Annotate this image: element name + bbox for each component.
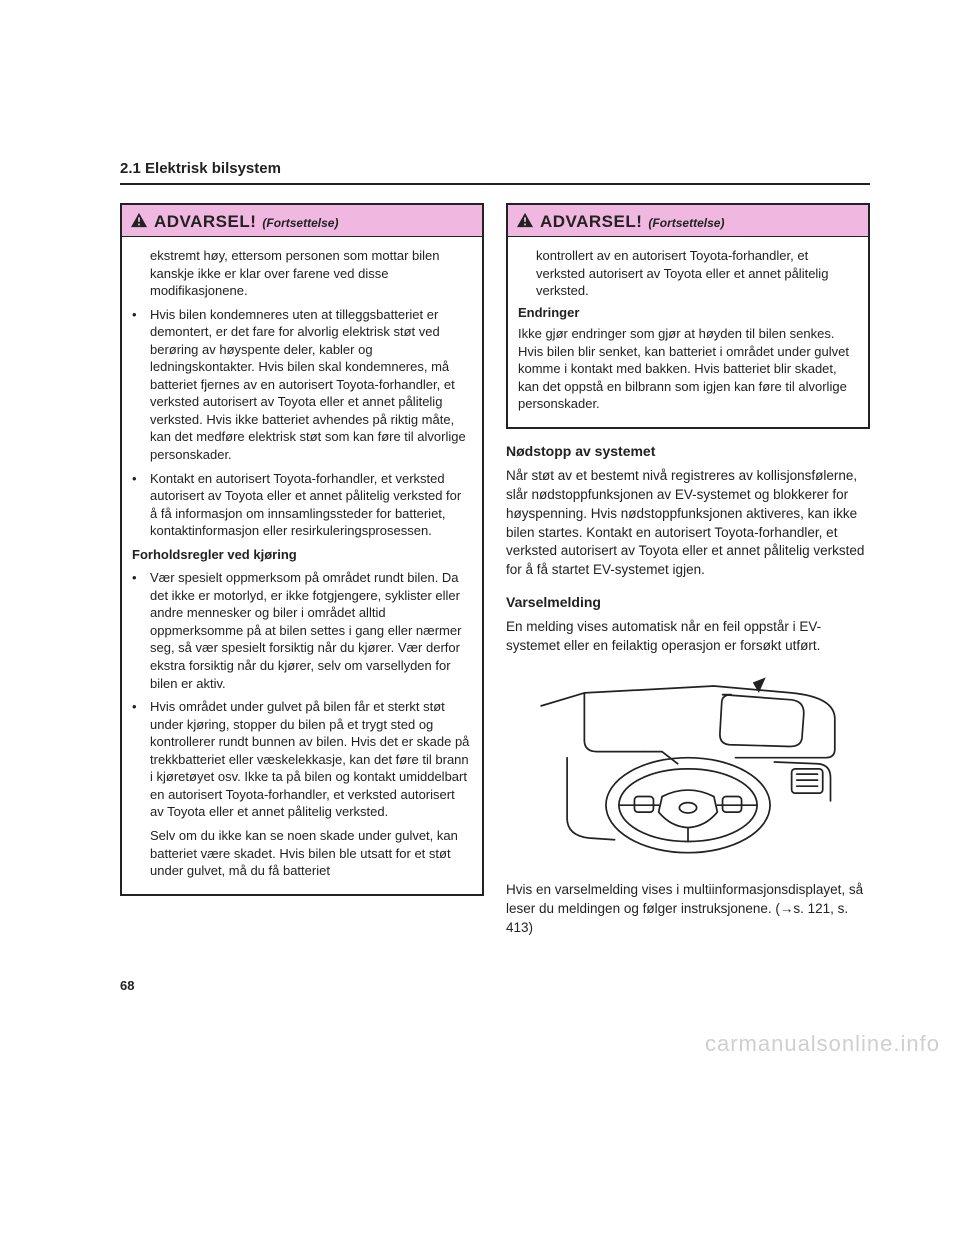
warning-text: Selv om du ikke kan se noen skade under … — [132, 827, 472, 880]
bullet-item: • Hvis bilen kondemneres uten at tillegg… — [132, 306, 472, 464]
body-paragraph: En melding vises automatisk når en feil … — [506, 618, 870, 656]
bullet-dot: • — [132, 569, 142, 692]
bullet-text: Hvis området under gulvet på bilen får e… — [150, 698, 472, 821]
bullet-item: • Kontakt en autorisert Toyota-forhandle… — [132, 470, 472, 540]
warning-body-left: ekstremt høy, ettersom personen som mott… — [122, 237, 482, 894]
warning-triangle-icon — [130, 212, 148, 228]
warning-label: ADVARSEL! — [154, 212, 256, 232]
section-title: Elektrisk bilsystem — [145, 160, 281, 177]
warning-subheading: Forholdsregler ved kjøring — [132, 546, 472, 564]
continuation-label: (Fortsettelse) — [648, 216, 724, 230]
dashboard-illustration — [506, 666, 870, 863]
warning-box-right: ADVARSEL! (Fortsettelse) kontrollert av … — [506, 203, 870, 429]
warning-text: Ikke gjør endringer som gjør at høyden t… — [518, 325, 858, 413]
warning-label: ADVARSEL! — [540, 212, 642, 232]
bullet-dot: • — [132, 698, 142, 821]
bullet-item: • Hvis området under gulvet på bilen får… — [132, 698, 472, 821]
body-paragraph: Når støt av et bestemt nivå registreres … — [506, 467, 870, 580]
warning-triangle-icon — [516, 212, 534, 228]
warning-title-bar: ADVARSEL! (Fortsettelse) — [122, 205, 482, 237]
bullet-dot: • — [132, 306, 142, 464]
left-column: ADVARSEL! (Fortsettelse) ekstremt høy, e… — [120, 203, 484, 948]
warning-subheading: Endringer — [518, 304, 858, 322]
section-header: 2.1 Elektrisk bilsystem — [120, 160, 870, 185]
body-heading: Nødstopp av systemet — [506, 443, 870, 459]
two-column-layout: ADVARSEL! (Fortsettelse) ekstremt høy, e… — [120, 203, 870, 948]
bullet-item: • Vær spesielt oppmerksom på området run… — [132, 569, 472, 692]
watermark: carmanualsonline.info — [705, 1031, 940, 1057]
warning-body-right: kontrollert av en autorisert Toyota-forh… — [508, 237, 868, 427]
continuation-label: (Fortsettelse) — [262, 216, 338, 230]
body-heading: Varselmelding — [506, 594, 870, 610]
steering-wheel-line-drawing — [507, 667, 869, 857]
body-paragraph: Hvis en varselmelding vises i multiinfor… — [506, 881, 870, 938]
bullet-text: Kontakt en autorisert Toyota-forhandler,… — [150, 470, 472, 540]
bullet-dot: • — [132, 470, 142, 540]
warning-text: ekstremt høy, ettersom personen som mott… — [132, 247, 472, 300]
warning-text: kontrollert av en autorisert Toyota-forh… — [518, 247, 858, 300]
warning-box-left: ADVARSEL! (Fortsettelse) ekstremt høy, e… — [120, 203, 484, 896]
section-number: 2.1 — [120, 160, 141, 177]
page-number: 68 — [120, 978, 870, 993]
manual-page: 2.1 Elektrisk bilsystem ADVARSEL! (Forts… — [0, 0, 960, 1073]
warning-title-bar: ADVARSEL! (Fortsettelse) — [508, 205, 868, 237]
bullet-text: Hvis bilen kondemneres uten at tilleggsb… — [150, 306, 472, 464]
bullet-text: Vær spesielt oppmerksom på området rundt… — [150, 569, 472, 692]
right-column: ADVARSEL! (Fortsettelse) kontrollert av … — [506, 203, 870, 948]
